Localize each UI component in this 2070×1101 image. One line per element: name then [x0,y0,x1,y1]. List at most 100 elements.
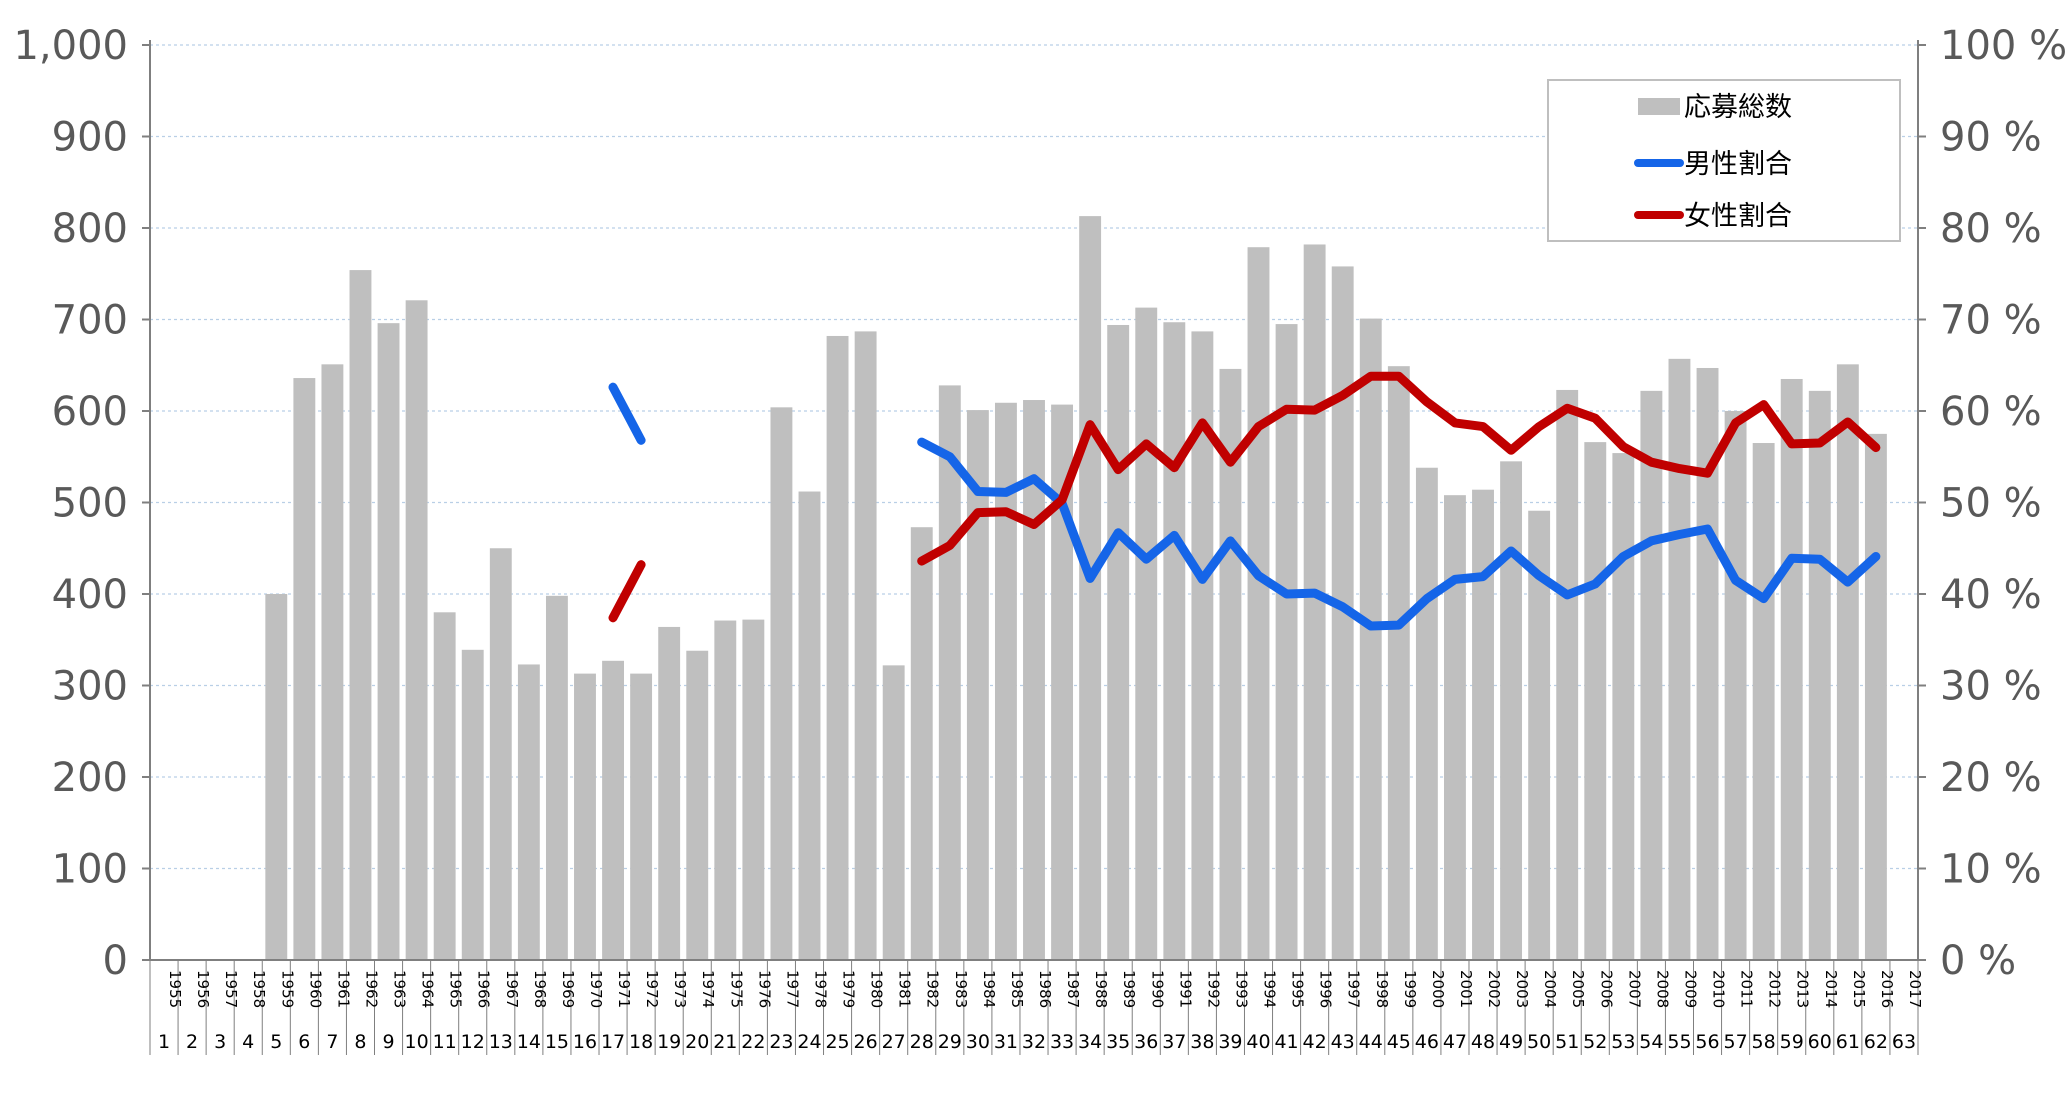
year-label-1977: 1977 [783,970,801,1008]
year-label-1997: 1997 [1345,970,1363,1008]
year-label-1992: 1992 [1204,970,1222,1008]
era-label-27: 27 [882,1031,906,1053]
era-label-42: 42 [1303,1031,1327,1053]
era-label-63: 63 [1892,1031,1916,1053]
bar-1978 [798,491,821,960]
era-label-52: 52 [1583,1031,1607,1053]
legend: 応募総数 男性割合 女性割合 [1547,79,1901,242]
era-label-36: 36 [1134,1031,1158,1053]
left-tick-label-1: 100 [52,847,128,893]
year-label-1965: 1965 [447,970,465,1008]
year-label-1974: 1974 [699,970,717,1008]
right-tick-label-7: 70 % [1940,298,2042,344]
year-label-1981: 1981 [896,970,914,1008]
era-label-13: 13 [489,1031,513,1053]
year-label-1962: 1962 [362,970,380,1008]
bar-1998 [1359,318,1382,961]
era-label-44: 44 [1359,1031,1383,1053]
year-label-2004: 2004 [1541,970,1559,1008]
era-label-29: 29 [938,1031,962,1053]
era-label-50: 50 [1527,1031,1551,1053]
year-label-1955: 1955 [166,970,184,1008]
era-label-4: 4 [242,1031,254,1053]
year-label-2001: 2001 [1457,970,1475,1008]
year-label-2002: 2002 [1485,970,1503,1008]
bar-1973 [658,626,681,960]
x-axis-category-labels: 1955119562195731958419595196061961719628… [158,970,1924,1053]
era-label-56: 56 [1695,1031,1719,1053]
line-female-segment-0 [608,560,646,623]
bar-2007 [1612,453,1635,960]
bar-2012 [1752,443,1775,960]
bar-1970 [574,673,596,960]
bar-1966 [461,649,484,960]
era-label-41: 41 [1274,1031,1298,1053]
era-label-54: 54 [1639,1031,1663,1053]
bar-1975 [714,620,737,960]
line-series [608,371,1881,631]
legend-label-female: 女性割合 [1684,201,1792,232]
left-tick-label-4: 400 [52,572,128,618]
right-tick-label-8: 80 % [1940,206,2042,252]
era-label-35: 35 [1106,1031,1130,1053]
bar-1959 [265,594,288,960]
left-tick-label-2: 200 [52,755,128,801]
era-label-8: 8 [354,1031,366,1053]
bar-1985 [994,402,1017,960]
year-label-2007: 2007 [1625,970,1643,1008]
year-label-1956: 1956 [194,970,212,1008]
bar-1974 [686,650,709,960]
year-label-1964: 1964 [419,970,437,1008]
bar-2004 [1528,510,1551,960]
year-label-1990: 1990 [1148,970,1166,1008]
line-male-segment-0 [608,382,646,445]
year-label-1984: 1984 [980,970,998,1008]
year-label-1976: 1976 [755,970,773,1008]
legend-swatch-total [1638,98,1680,115]
year-label-1957: 1957 [222,970,240,1008]
year-label-1998: 1998 [1373,970,1391,1008]
right-tick-label-6: 60 % [1940,389,2042,435]
era-label-45: 45 [1387,1031,1411,1053]
left-tick-label-8: 800 [52,206,128,252]
bar-1969 [545,595,568,960]
year-label-2008: 2008 [1653,970,1671,1008]
right-tick-label-0: 0 % [1940,938,2016,984]
year-label-1971: 1971 [615,970,633,1008]
year-label-1959: 1959 [278,970,296,1008]
bar-1982 [910,527,933,960]
year-label-2005: 2005 [1569,970,1587,1008]
bar-1995 [1275,324,1298,960]
year-label-1966: 1966 [475,970,493,1008]
era-label-21: 21 [713,1031,737,1053]
era-label-1: 1 [158,1031,170,1053]
era-label-48: 48 [1471,1031,1495,1053]
bar-1962 [349,270,372,961]
era-label-19: 19 [657,1031,681,1053]
era-label-57: 57 [1723,1031,1747,1053]
bar-2010 [1696,367,1719,960]
year-label-1982: 1982 [924,970,942,1008]
era-label-15: 15 [545,1031,569,1053]
era-label-49: 49 [1499,1031,1523,1053]
year-label-1970: 1970 [587,970,605,1008]
era-label-3: 3 [214,1031,226,1053]
bar-1988 [1079,216,1102,961]
bar-1972 [630,673,653,960]
year-label-1993: 1993 [1232,970,1250,1008]
bar-2003 [1500,461,1523,960]
year-label-1961: 1961 [334,970,352,1008]
bar-1999 [1387,366,1410,960]
year-label-2014: 2014 [1822,970,1840,1008]
year-label-1969: 1969 [559,970,577,1008]
era-label-30: 30 [966,1031,990,1053]
year-label-1987: 1987 [1064,970,1082,1008]
era-label-61: 61 [1836,1031,1860,1053]
year-label-1986: 1986 [1036,970,1054,1008]
right-tick-label-10: 100 % [1940,23,2067,69]
bar-2016 [1864,433,1887,960]
left-tick-label-5: 500 [52,481,128,527]
bar-1983 [938,385,961,960]
era-label-40: 40 [1246,1031,1270,1053]
